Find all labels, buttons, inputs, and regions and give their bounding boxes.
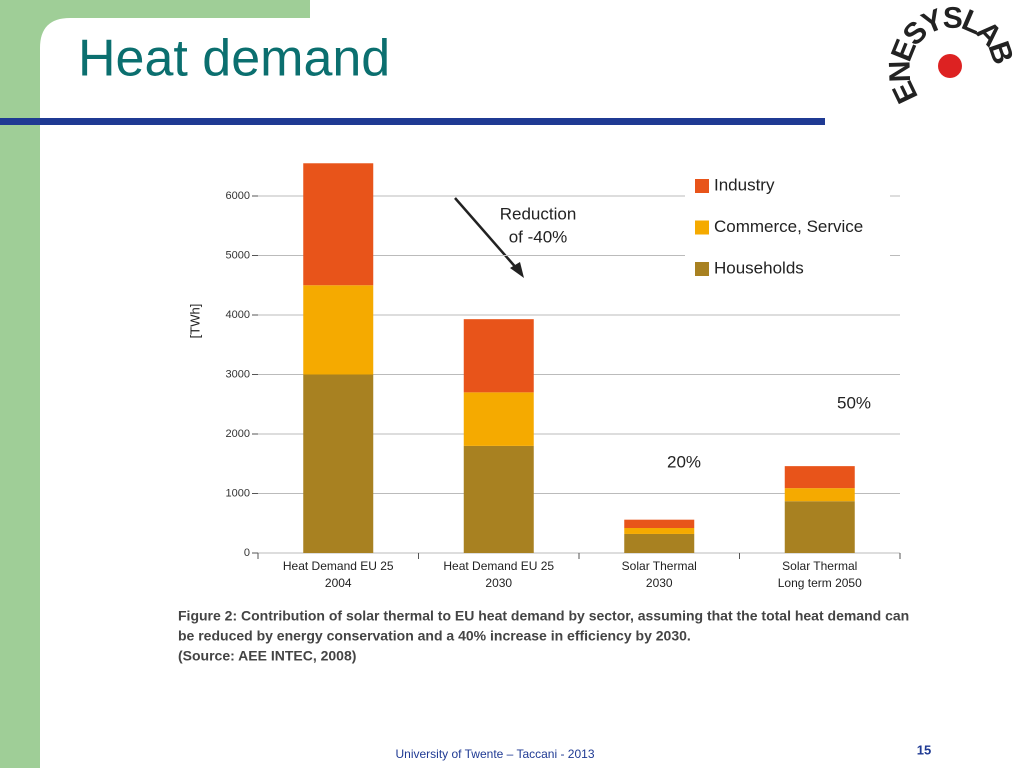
bar-segment — [624, 533, 695, 553]
bar-segment — [784, 488, 855, 502]
legend-swatch — [695, 262, 709, 276]
y-axis-label: [TWh] — [187, 304, 202, 339]
bar-segment — [303, 374, 374, 553]
legend-swatch — [695, 220, 709, 235]
slide-title: Heat demand — [78, 30, 390, 88]
legend-label: Households — [714, 258, 804, 277]
annotation: Reduction — [500, 204, 577, 223]
y-tick-label: 4000 — [226, 309, 250, 321]
legend-label: Commerce, Service — [714, 217, 863, 236]
x-tick-label: 2030 — [646, 576, 673, 590]
bar-segment — [303, 285, 374, 375]
arrow — [454, 197, 519, 271]
y-tick-label: 3000 — [226, 368, 250, 380]
x-tick-label: Solar Thermal — [622, 559, 697, 573]
x-tick-label: Heat Demand EU 25 — [443, 559, 554, 573]
footer: University of Twente – Taccani - 2013 — [396, 747, 595, 761]
annotation: 20% — [667, 452, 701, 471]
caption: (Source: AEE INTEC, 2008) — [178, 648, 356, 664]
title-rule — [0, 118, 825, 125]
bar-segment — [784, 466, 855, 489]
bar-segment — [463, 319, 534, 393]
caption: be reduced by energy conservation and a … — [178, 628, 691, 644]
legend-label: Industry — [714, 175, 775, 194]
bar-segment — [784, 501, 855, 553]
arrow-head — [510, 262, 524, 278]
logo-sun — [938, 54, 962, 78]
y-tick-label: 1000 — [226, 487, 250, 499]
x-tick-label: 2004 — [325, 576, 352, 590]
y-tick-label: 0 — [244, 547, 250, 559]
y-tick-label: 2000 — [226, 428, 250, 440]
caption: Figure 2: Contribution of solar thermal … — [178, 608, 909, 624]
bar-segment — [463, 445, 534, 553]
legend-bg — [685, 168, 890, 286]
x-tick-label: Long term 2050 — [778, 576, 862, 590]
green-frame — [0, 0, 310, 768]
legend-swatch — [695, 179, 709, 193]
x-tick-label: Heat Demand EU 25 — [283, 559, 394, 573]
x-tick-label: Solar Thermal — [782, 559, 857, 573]
x-tick-label: 2030 — [485, 576, 512, 590]
bar-segment — [463, 392, 534, 446]
bar-segment — [303, 163, 374, 286]
y-tick-label: 6000 — [226, 190, 250, 202]
y-tick-label: 5000 — [226, 249, 250, 261]
annotation: 50% — [837, 393, 871, 412]
bar-segment — [624, 519, 695, 529]
page-number: 15 — [917, 742, 931, 757]
annotation: of -40% — [509, 227, 568, 246]
bar-segment — [624, 528, 695, 534]
